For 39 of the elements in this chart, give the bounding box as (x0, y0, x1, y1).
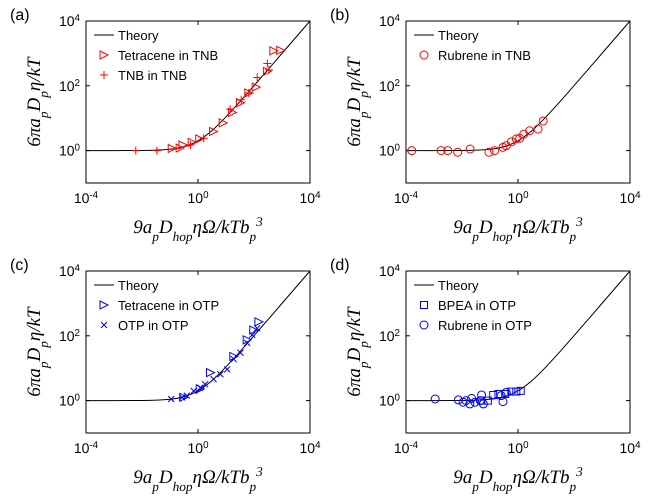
y-tick-label: 10$^{4}$ (378, 262, 401, 279)
x-tick-label: 10$^{-4}$ (394, 190, 419, 206)
y-tick-label: 10$^{2}$ (378, 77, 400, 94)
legend-label: TNB in TNB (118, 68, 188, 83)
legend-label: Theory (118, 278, 159, 293)
y-tick-label: 10$^{0}$ (378, 142, 401, 159)
chart-title: (a) (10, 7, 30, 24)
x-tick-label: 10$^{4}$ (299, 440, 322, 456)
legend-label: Theory (118, 28, 159, 43)
y-tick-label: 10$^{4}$ (378, 12, 401, 29)
x-tick-label: 10$^{0}$ (187, 440, 210, 456)
y-tick-label: 10$^{2}$ (378, 327, 400, 344)
chart-title: (d) (330, 257, 350, 274)
x-tick-label: 10$^{4}$ (299, 190, 322, 206)
x-tick-label: 10$^{-4}$ (394, 440, 419, 456)
legend-label: Rubrene in OTP (438, 318, 532, 333)
y-tick-label: 10$^{0}$ (58, 392, 81, 409)
legend-label: BPEA in OTP (438, 298, 516, 313)
x-tick-label: 10$^{-4}$ (74, 190, 99, 206)
legend-label: Tetracene in TNB (118, 48, 218, 63)
x-tick-label: 10$^{0}$ (507, 440, 530, 456)
legend-label: Tetracene in OTP (118, 298, 220, 313)
chart-title: (c) (10, 257, 29, 274)
x-tick-label: 10$^{0}$ (507, 190, 530, 206)
y-tick-label: 10$^{0}$ (58, 142, 81, 159)
legend-label: Theory (438, 278, 479, 293)
x-tick-label: 10$^{0}$ (187, 190, 210, 206)
x-tick-label: 10$^{-4}$ (74, 440, 99, 456)
legend-label: Rubrene in TNB (438, 48, 531, 63)
legend-label: Theory (438, 28, 479, 43)
x-tick-label: 10$^{4}$ (619, 190, 642, 206)
y-tick-label: 10$^{0}$ (378, 392, 401, 409)
y-tick-label: 10$^{4}$ (58, 262, 81, 279)
y-tick-label: 10$^{4}$ (58, 12, 81, 29)
y-tick-label: 10$^{2}$ (58, 327, 80, 344)
chart-title: (b) (330, 7, 350, 24)
x-tick-label: 10$^{4}$ (619, 440, 642, 456)
y-tick-label: 10$^{2}$ (58, 77, 80, 94)
legend-label: OTP in OTP (118, 318, 189, 333)
